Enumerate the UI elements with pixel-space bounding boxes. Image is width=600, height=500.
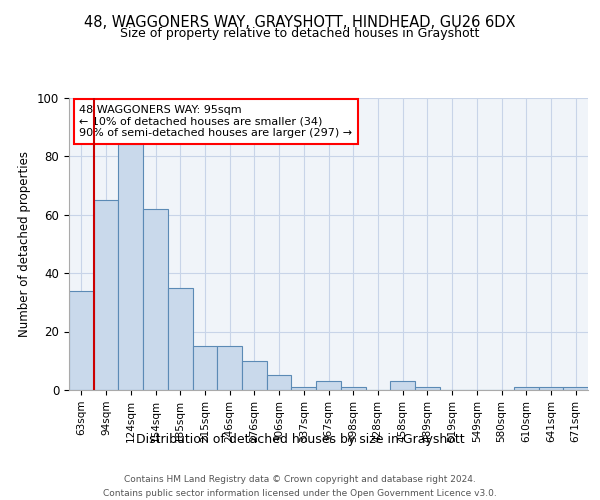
Bar [168,288,193,390]
Bar [341,387,365,390]
Text: Size of property relative to detached houses in Grayshott: Size of property relative to detached ho… [121,28,479,40]
Bar [316,381,341,390]
Bar [539,387,563,390]
Bar [563,387,588,390]
Bar [242,361,267,390]
Text: 48, WAGGONERS WAY, GRAYSHOTT, HINDHEAD, GU26 6DX: 48, WAGGONERS WAY, GRAYSHOTT, HINDHEAD, … [84,15,516,30]
Bar [69,290,94,390]
Text: Contains HM Land Registry data © Crown copyright and database right 2024.
Contai: Contains HM Land Registry data © Crown c… [103,476,497,498]
Bar [193,346,217,390]
Bar [217,346,242,390]
Text: 48 WAGGONERS WAY: 95sqm
← 10% of detached houses are smaller (34)
90% of semi-de: 48 WAGGONERS WAY: 95sqm ← 10% of detache… [79,105,353,138]
Bar [390,381,415,390]
Bar [94,200,118,390]
Bar [118,144,143,390]
Bar [415,387,440,390]
Y-axis label: Number of detached properties: Number of detached properties [19,151,31,337]
Bar [514,387,539,390]
Text: Distribution of detached houses by size in Grayshott: Distribution of detached houses by size … [136,432,464,446]
Bar [292,387,316,390]
Bar [267,376,292,390]
Bar [143,208,168,390]
